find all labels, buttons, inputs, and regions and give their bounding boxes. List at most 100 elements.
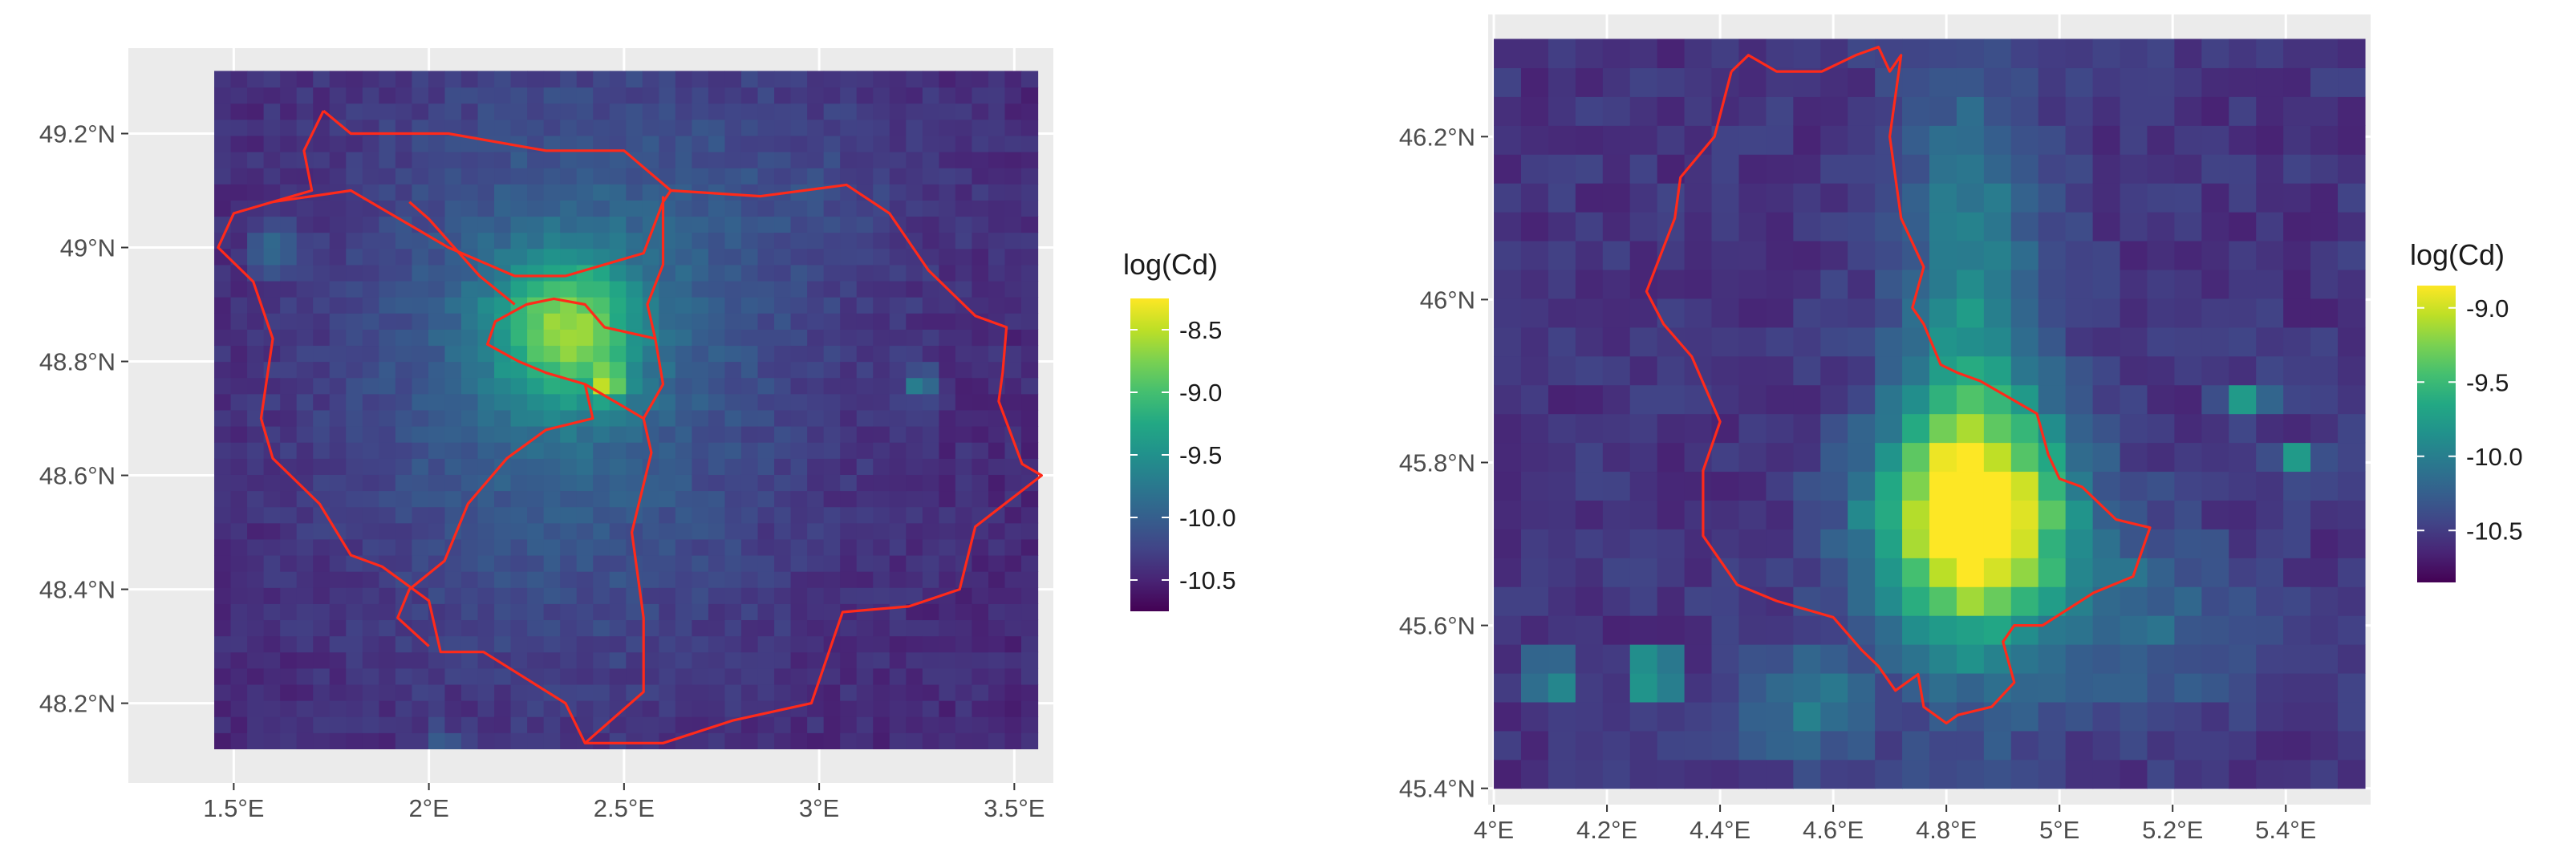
heatmap-cell — [1494, 384, 1522, 415]
heatmap-cell — [1793, 442, 1821, 473]
heatmap-cell — [1021, 522, 1039, 540]
heatmap-cell — [856, 554, 874, 572]
heatmap-cell — [576, 280, 594, 298]
heatmap-cell — [460, 490, 479, 508]
heatmap-cell — [510, 474, 528, 492]
heatmap-cell — [1494, 67, 1522, 97]
heatmap-cell — [757, 313, 775, 330]
heatmap-cell — [922, 71, 939, 88]
heatmap-cell — [790, 474, 808, 492]
heatmap-cell — [1848, 96, 1876, 126]
heatmap-cell — [527, 232, 545, 249]
heatmap-cell — [1956, 154, 1985, 184]
heatmap-cell — [1875, 730, 1903, 761]
heatmap-cell — [740, 571, 759, 588]
heatmap-cell — [1711, 615, 1740, 645]
heatmap-cell — [247, 716, 265, 733]
heatmap-cell — [379, 135, 396, 152]
heatmap-cell — [1684, 183, 1713, 213]
heatmap-cell — [906, 667, 923, 685]
heatmap-cell — [774, 571, 792, 588]
heatmap-cell — [230, 361, 248, 379]
heatmap-cell — [659, 71, 676, 88]
heatmap-cell — [1766, 212, 1794, 241]
heatmap-cell — [576, 554, 594, 572]
heatmap-cell — [2229, 269, 2257, 299]
heatmap-cell — [790, 603, 808, 621]
heatmap-cell — [889, 587, 907, 604]
heatmap-cell — [1793, 96, 1821, 126]
heatmap-cell — [2174, 269, 2202, 299]
heatmap-cell — [1657, 96, 1686, 126]
heatmap-cell — [939, 474, 956, 492]
heatmap-cell — [840, 216, 858, 233]
heatmap-cell — [922, 119, 939, 136]
heatmap-cell — [379, 168, 396, 185]
heatmap-cell — [2201, 615, 2229, 645]
heatmap-cell — [2038, 154, 2067, 184]
heatmap-cell — [2283, 500, 2311, 529]
heatmap-cell — [230, 119, 248, 136]
heatmap-cell — [543, 538, 561, 556]
heatmap-cell — [543, 571, 561, 588]
heatmap-cell — [692, 603, 709, 621]
heatmap-cell — [856, 168, 874, 185]
heatmap-cell — [675, 393, 693, 411]
heatmap-cell — [609, 554, 627, 572]
heatmap-cell — [1820, 240, 1848, 270]
heatmap-cell — [412, 651, 429, 669]
heatmap-cell — [263, 732, 281, 749]
heatmap-cell — [740, 297, 759, 314]
heatmap-cell — [346, 732, 363, 749]
heatmap-cell — [1548, 759, 1576, 789]
heatmap-cell — [1629, 384, 1658, 415]
heatmap-cell — [280, 474, 298, 492]
heatmap-cell — [873, 571, 890, 588]
heatmap-cell — [1575, 442, 1604, 473]
heatmap-cell — [774, 345, 792, 363]
heatmap-cell — [510, 329, 528, 347]
heatmap-cell — [412, 135, 429, 152]
heatmap-cell — [593, 168, 611, 185]
heatmap-cell — [757, 297, 775, 314]
heatmap-cell — [922, 345, 939, 363]
heatmap-cell — [2065, 730, 2094, 761]
heatmap-cell — [2256, 154, 2284, 184]
heatmap-cell — [296, 700, 314, 717]
heatmap-cell — [889, 667, 907, 685]
heatmap-cell — [214, 103, 232, 120]
heatmap-cell — [626, 458, 643, 475]
heatmap-cell — [2229, 39, 2257, 68]
heatmap-cell — [1684, 269, 1713, 299]
heatmap-cell — [1793, 413, 1821, 444]
heatmap-cell — [230, 280, 248, 298]
heatmap-cell — [906, 538, 923, 556]
heatmap-cell — [214, 426, 232, 443]
heatmap-cell — [790, 297, 808, 314]
heatmap-cell — [675, 200, 693, 217]
heatmap-cell — [346, 651, 363, 669]
heatmap-cell — [329, 667, 347, 685]
heatmap-cell — [2229, 212, 2257, 241]
heatmap-cell — [1520, 67, 1549, 97]
heatmap-cell — [247, 200, 265, 217]
heatmap-cell — [2201, 154, 2229, 184]
heatmap-cell — [708, 409, 726, 427]
heatmap-cell — [939, 603, 956, 621]
heatmap-cell — [362, 71, 379, 88]
heatmap-cell — [395, 716, 412, 733]
heatmap-cell — [740, 651, 759, 669]
heatmap-cell — [263, 135, 281, 152]
heatmap-cell — [2174, 586, 2202, 616]
heatmap-cell — [379, 200, 396, 217]
heatmap-cell — [2092, 701, 2121, 732]
heatmap-cell — [1548, 413, 1576, 444]
heatmap-cell — [460, 329, 479, 347]
heatmap-cell — [247, 554, 265, 572]
heatmap-cell — [2310, 615, 2339, 645]
heatmap-cell — [823, 393, 841, 411]
heatmap-cell — [939, 442, 956, 459]
heatmap-cell — [362, 361, 379, 379]
heatmap-cell — [1629, 125, 1658, 155]
heatmap-cell — [1738, 125, 1767, 155]
